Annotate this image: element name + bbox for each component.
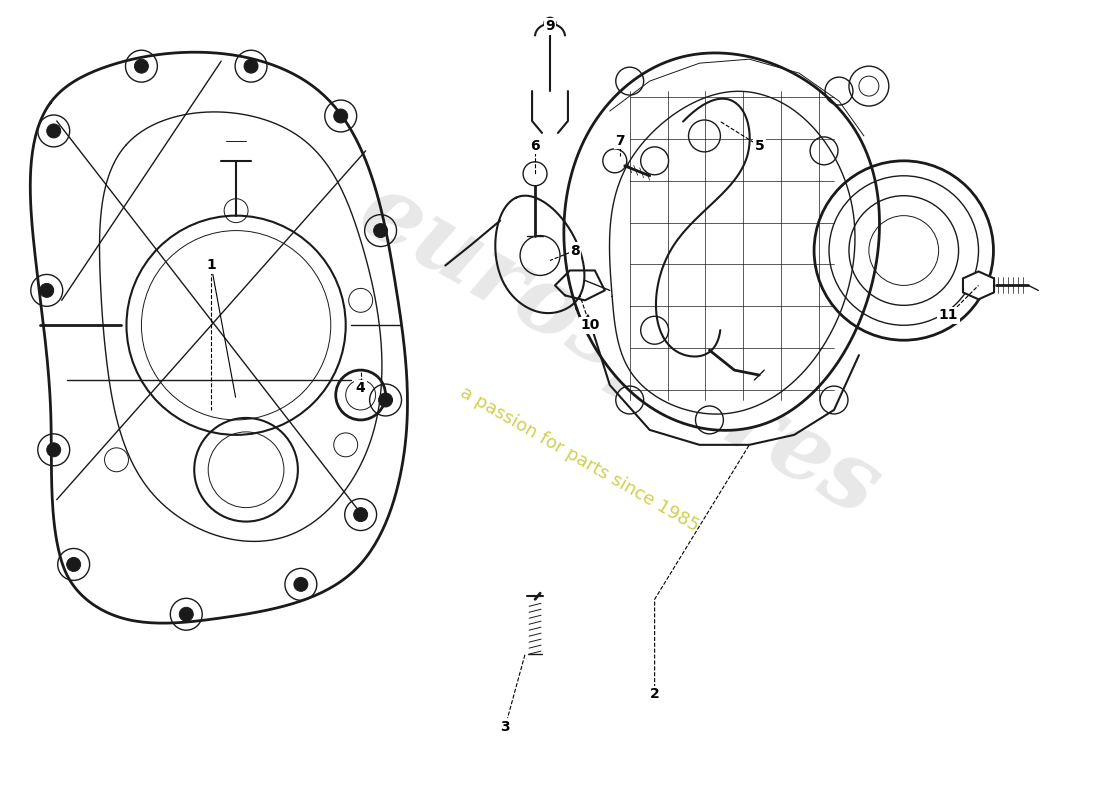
Text: 7: 7 — [615, 134, 625, 148]
Circle shape — [47, 443, 60, 457]
Polygon shape — [564, 53, 880, 430]
Text: 1: 1 — [207, 258, 216, 273]
Text: 6: 6 — [530, 139, 540, 153]
Text: 11: 11 — [939, 308, 958, 322]
Text: 8: 8 — [570, 243, 580, 258]
Circle shape — [354, 508, 367, 522]
Text: 4: 4 — [355, 381, 365, 395]
Circle shape — [374, 224, 387, 238]
Text: 3: 3 — [500, 720, 510, 734]
Text: a passion for parts since 1985: a passion for parts since 1985 — [458, 384, 703, 536]
Circle shape — [378, 393, 393, 407]
Circle shape — [179, 607, 194, 622]
Circle shape — [294, 578, 308, 591]
Circle shape — [603, 149, 627, 173]
Text: 10: 10 — [580, 318, 600, 332]
Circle shape — [67, 558, 80, 571]
Polygon shape — [962, 271, 994, 299]
Circle shape — [244, 59, 258, 73]
Text: 5: 5 — [755, 139, 764, 153]
Text: 2: 2 — [650, 687, 660, 701]
Text: eurospares: eurospares — [344, 165, 895, 535]
Text: 9: 9 — [546, 19, 554, 34]
Circle shape — [40, 283, 54, 298]
Circle shape — [333, 109, 348, 123]
Circle shape — [47, 124, 60, 138]
Circle shape — [134, 59, 148, 73]
